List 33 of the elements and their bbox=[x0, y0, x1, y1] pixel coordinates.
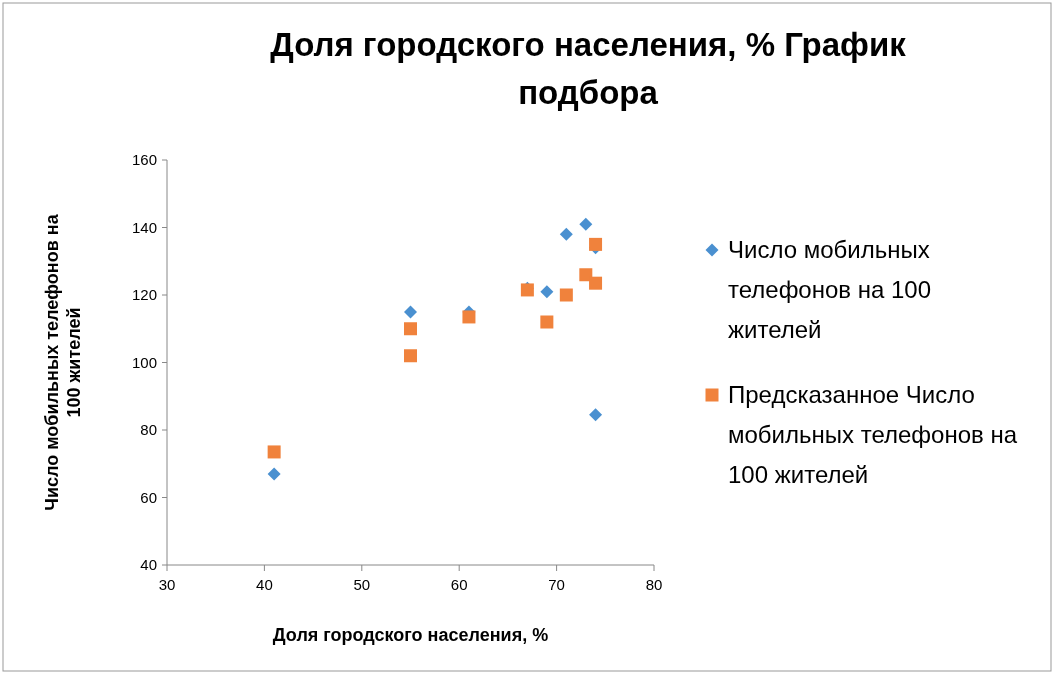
y-tick-label: 140 bbox=[131, 218, 157, 236]
point bbox=[540, 315, 554, 329]
x-axis-title: Доля городского населения, % bbox=[272, 625, 549, 645]
point bbox=[404, 305, 417, 319]
y-axis-title: Число мобильных телефонов на 100 жителей bbox=[42, 213, 84, 511]
chart-title: Доля городского населения, % График подбора bbox=[270, 26, 907, 111]
x-tick-label: 70 bbox=[548, 576, 565, 593]
legend-label: Предсказанное Число мобильных телефонов на 100 жителей bbox=[728, 381, 1018, 489]
y-tick-label: 80 bbox=[140, 421, 157, 439]
point bbox=[540, 285, 554, 299]
point bbox=[559, 227, 573, 241]
point bbox=[589, 237, 603, 251]
point bbox=[267, 445, 281, 459]
point bbox=[404, 322, 417, 336]
point bbox=[559, 288, 573, 302]
legend-label: Число мобильных телефонов на 100 жителей bbox=[728, 236, 932, 344]
x-tick-label: 30 bbox=[158, 576, 176, 593]
point bbox=[267, 467, 281, 481]
x-tick-label: 50 bbox=[353, 576, 371, 593]
y-tick-label: 100 bbox=[131, 353, 157, 371]
point bbox=[404, 349, 417, 363]
y-tick-label: 40 bbox=[140, 556, 157, 574]
point bbox=[579, 217, 593, 231]
x-tick-label: 60 bbox=[450, 576, 468, 593]
y-tick-label: 160 bbox=[131, 151, 157, 169]
y-tick-label: 120 bbox=[131, 286, 157, 304]
y-tick-label: 60 bbox=[140, 488, 157, 506]
x-tick-label: 80 bbox=[645, 576, 663, 593]
point bbox=[579, 268, 593, 282]
point bbox=[589, 408, 603, 422]
x-tick-label: 40 bbox=[256, 576, 273, 593]
point bbox=[589, 276, 603, 290]
point bbox=[462, 310, 476, 324]
